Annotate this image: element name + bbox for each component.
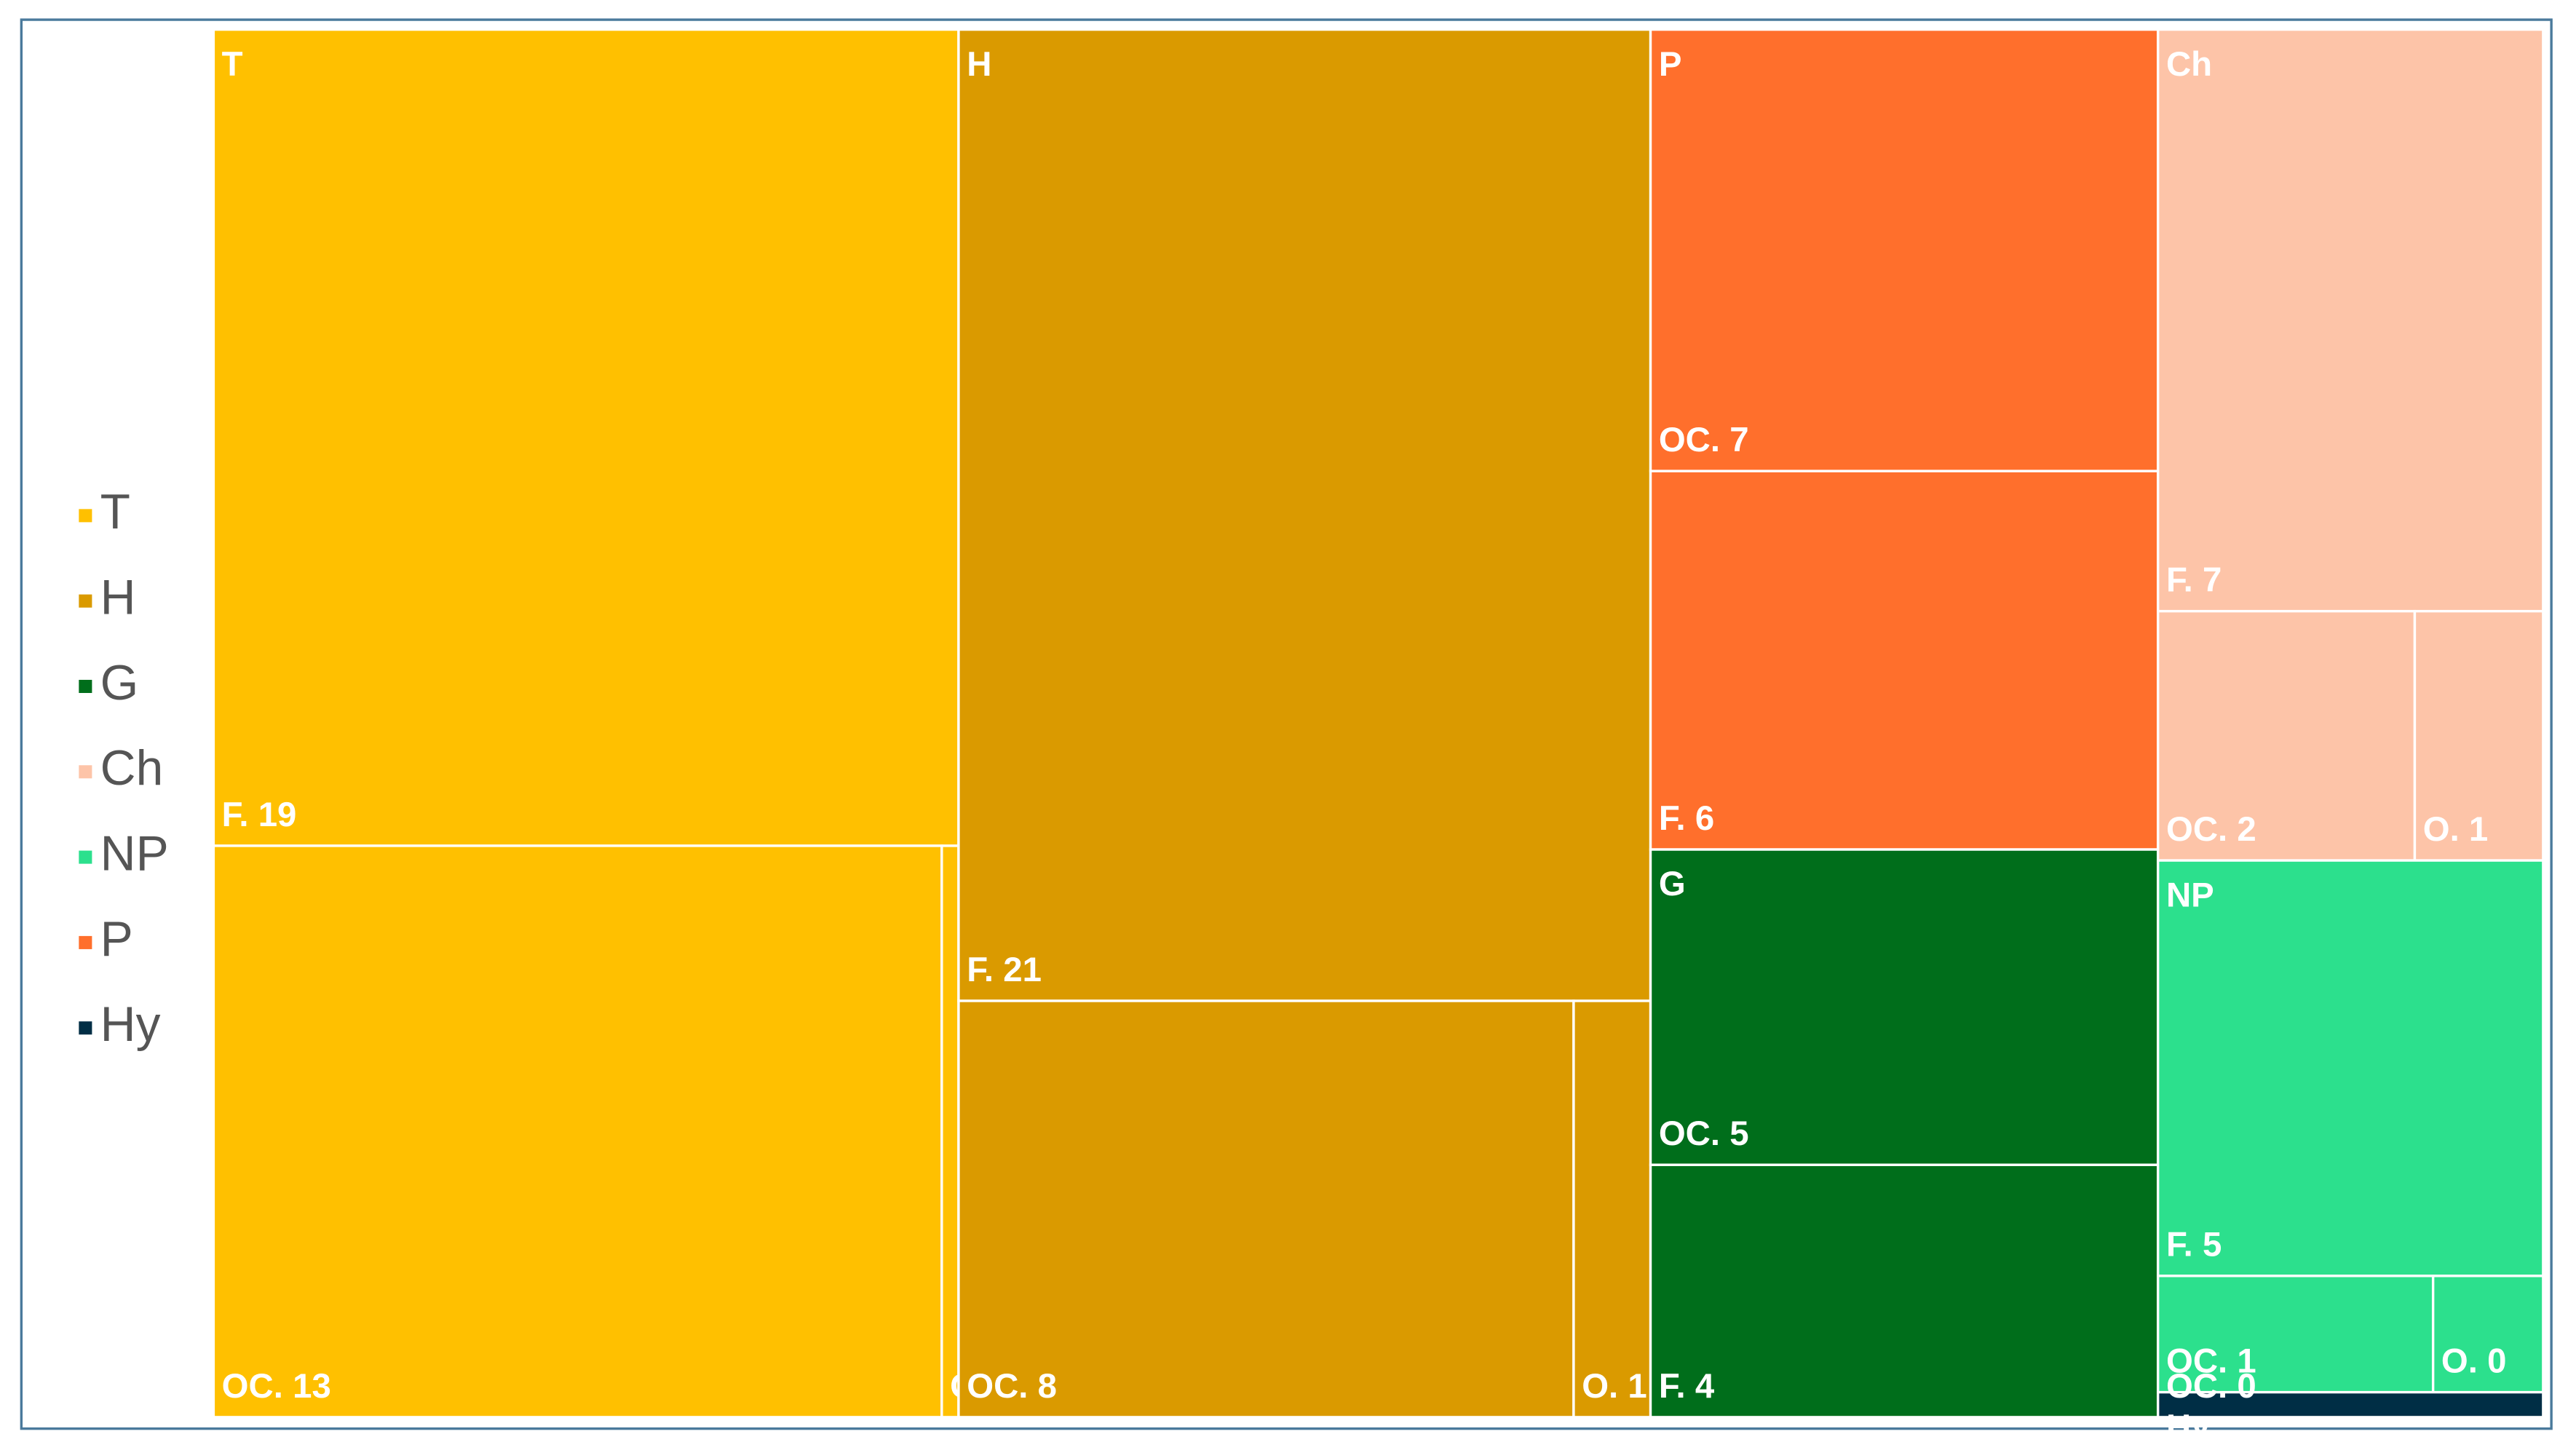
treemap-cell	[957, 999, 1575, 1419]
legend-swatch	[79, 1021, 92, 1035]
cell-label: OC. 0	[2166, 1367, 2256, 1406]
treemap-cell	[212, 844, 943, 1419]
cell-label: OC. 2	[2166, 810, 2256, 849]
treemap-cell	[212, 28, 960, 847]
treemap-cell	[2156, 28, 2545, 613]
cell-label: F. 4	[1659, 1367, 1715, 1406]
cell-label: OC. 7	[1659, 421, 1749, 459]
group-label: H	[967, 45, 991, 84]
cell-label: OC. 13	[222, 1367, 331, 1406]
treemap-cell	[957, 28, 1652, 1002]
cell-label: OC. 1	[2166, 1342, 2256, 1381]
treemap-cell	[2431, 1275, 2545, 1394]
treemap-cell	[1649, 1163, 2160, 1419]
treemap-cell	[2156, 859, 2545, 1277]
group-label: P	[1659, 45, 1682, 84]
treemap-cell	[1572, 999, 1652, 1419]
legend-label: P	[100, 912, 133, 967]
legend-label: G	[100, 656, 139, 710]
cell-label: F. 21	[967, 951, 1042, 989]
cell-label: F. 5	[2166, 1226, 2222, 1264]
group-label: Hy	[2166, 1408, 2211, 1446]
legend-label: Hy	[100, 997, 161, 1052]
treemap-cell	[2156, 609, 2417, 862]
legend-swatch	[79, 509, 92, 523]
legend-swatch	[79, 935, 92, 949]
group-label: Ch	[2166, 45, 2212, 84]
group-label: NP	[2166, 876, 2214, 914]
legend-swatch	[79, 850, 92, 864]
treemap-cell	[1649, 28, 2160, 472]
treemap-cell	[1649, 470, 2160, 851]
legend-swatch	[79, 765, 92, 779]
treemap-cell	[2156, 1390, 2545, 1419]
cell-label: O. 0	[2441, 1342, 2507, 1381]
treemap-cell	[940, 844, 960, 1419]
legend-swatch	[79, 594, 92, 608]
cell-label: O. 1	[1582, 1367, 1647, 1406]
cell-label: OC. 5	[1659, 1114, 1749, 1153]
legend-label: NP	[100, 826, 169, 881]
cell-label: F. 7	[2166, 561, 2222, 600]
group-label: T	[222, 45, 243, 84]
group-label: G	[1659, 865, 1686, 903]
cell-label: O. 1	[2423, 810, 2489, 849]
legend-swatch	[79, 679, 92, 694]
cell-label: F. 6	[1659, 799, 1714, 838]
legend-label: Ch	[100, 741, 164, 796]
legend-label: H	[100, 571, 136, 625]
cell-label: F. 19	[222, 796, 297, 834]
treemap-cell	[1649, 848, 2160, 1166]
legend-label: T	[100, 485, 130, 539]
cell-label: OC. 8	[967, 1367, 1057, 1406]
